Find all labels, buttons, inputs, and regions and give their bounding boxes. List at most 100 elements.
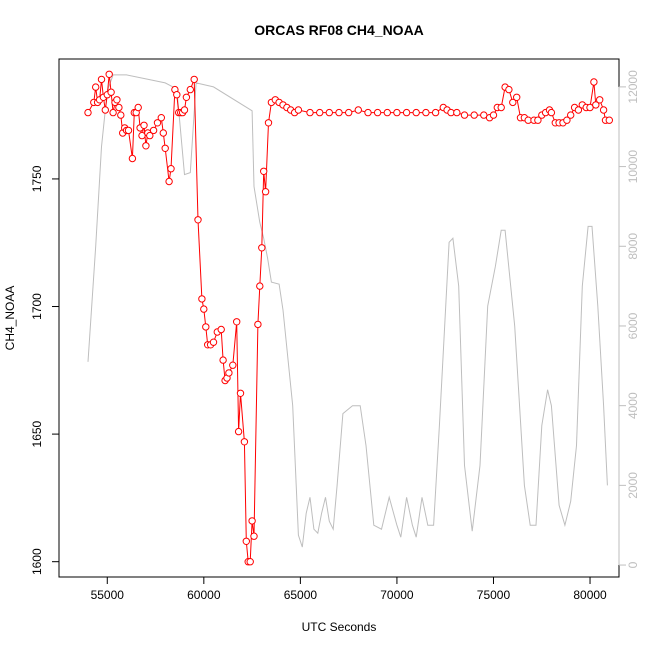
- x-tick-label: 80000: [573, 588, 607, 602]
- data-point: [264, 119, 273, 127]
- data-point: [489, 111, 498, 119]
- y-tick-label: 1750: [30, 165, 44, 192]
- data-point: [316, 108, 324, 117]
- data-point: [190, 75, 198, 84]
- data-point: [233, 318, 241, 326]
- data-point: [92, 83, 100, 91]
- data-point: [254, 320, 262, 329]
- data-point: [567, 111, 575, 119]
- y2-tick-label: 8000: [626, 233, 640, 260]
- data-point: [167, 165, 175, 173]
- data-point: [134, 103, 142, 112]
- x-tick-label: 65000: [284, 588, 318, 602]
- data-point: [186, 85, 195, 94]
- data-point: [246, 558, 254, 566]
- chart-title: ORCAS RF08 CH4_NOAA: [254, 22, 424, 38]
- data-point: [497, 103, 505, 112]
- data-point: [153, 119, 162, 127]
- data-point: [242, 537, 251, 545]
- data-point: [109, 108, 117, 117]
- data-point: [209, 338, 218, 346]
- data-point: [124, 126, 133, 135]
- data-point: [460, 111, 469, 119]
- data-point: [605, 116, 613, 124]
- data-point: [219, 356, 227, 364]
- data-point: [354, 106, 362, 114]
- data-point: [140, 121, 148, 130]
- data-point: [146, 131, 154, 140]
- data-point: [115, 103, 123, 112]
- data-point: [229, 361, 237, 369]
- x-tick-label: 75000: [477, 588, 511, 602]
- primary-series-group: [84, 70, 613, 566]
- data-point: [261, 188, 270, 196]
- data-point: [412, 108, 420, 117]
- data-point: [306, 108, 314, 117]
- y-tick-label: 1600: [30, 548, 44, 575]
- data-point: [101, 106, 110, 114]
- data-point: [364, 108, 372, 117]
- y-axis-title: CH4_NOAA: [3, 286, 17, 351]
- x-axis: 55000 60000 65000 70000 75000 80000: [91, 576, 607, 602]
- data-point: [159, 129, 168, 137]
- data-point: [225, 369, 233, 377]
- data-point: [149, 126, 158, 135]
- data-point: [202, 323, 210, 331]
- y2-axis: 0 2000 4000 6000 8000 10000 12000: [618, 70, 640, 568]
- x-axis-title: UTC Seconds: [302, 620, 377, 634]
- data-point: [574, 106, 583, 114]
- data-point: [107, 88, 115, 96]
- data-point: [198, 295, 206, 303]
- y2-tick-label: 4000: [626, 392, 640, 419]
- data-point: [182, 93, 191, 102]
- data-point: [256, 282, 264, 290]
- data-point: [113, 96, 121, 104]
- data-point: [402, 108, 411, 117]
- data-point: [393, 108, 401, 117]
- data-point: [335, 108, 343, 117]
- data-point: [563, 116, 571, 124]
- data-point: [142, 142, 150, 150]
- data-point: [97, 75, 106, 84]
- data-point: [217, 325, 225, 334]
- data-point: [248, 517, 256, 525]
- data-point: [373, 108, 382, 117]
- data-point: [596, 96, 604, 104]
- data-point: [431, 108, 440, 117]
- data-point: [200, 305, 208, 313]
- secondary-series-line: [87, 74, 608, 548]
- data-point: [534, 116, 542, 124]
- y2-tick-label: 2000: [626, 472, 640, 499]
- data-point: [383, 108, 391, 117]
- data-point: [260, 167, 268, 176]
- data-point: [422, 108, 430, 117]
- x-tick-label: 55000: [91, 588, 125, 602]
- data-point: [250, 532, 258, 540]
- data-point: [236, 389, 245, 397]
- y2-tick-label: 6000: [626, 312, 640, 339]
- data-point: [105, 70, 113, 79]
- data-point: [294, 106, 303, 114]
- y-tick-label: 1650: [30, 420, 44, 447]
- y2-tick-label: 0: [626, 561, 640, 568]
- data-point: [234, 427, 243, 436]
- secondary-series-group: [87, 74, 608, 548]
- data-point: [194, 216, 202, 224]
- data-point: [345, 108, 353, 117]
- data-point: [117, 111, 125, 119]
- data-point: [161, 144, 169, 153]
- data-point: [592, 101, 600, 109]
- data-point: [547, 108, 556, 117]
- data-point: [453, 108, 461, 117]
- data-point: [599, 106, 608, 114]
- data-point: [84, 108, 92, 117]
- data-point: [513, 93, 521, 102]
- y-tick-label: 1700: [30, 293, 44, 320]
- data-point: [258, 244, 266, 252]
- data-point: [590, 78, 598, 86]
- y2-tick-label: 12000: [626, 70, 640, 104]
- y2-tick-label: 10000: [626, 150, 640, 184]
- data-point: [165, 177, 173, 186]
